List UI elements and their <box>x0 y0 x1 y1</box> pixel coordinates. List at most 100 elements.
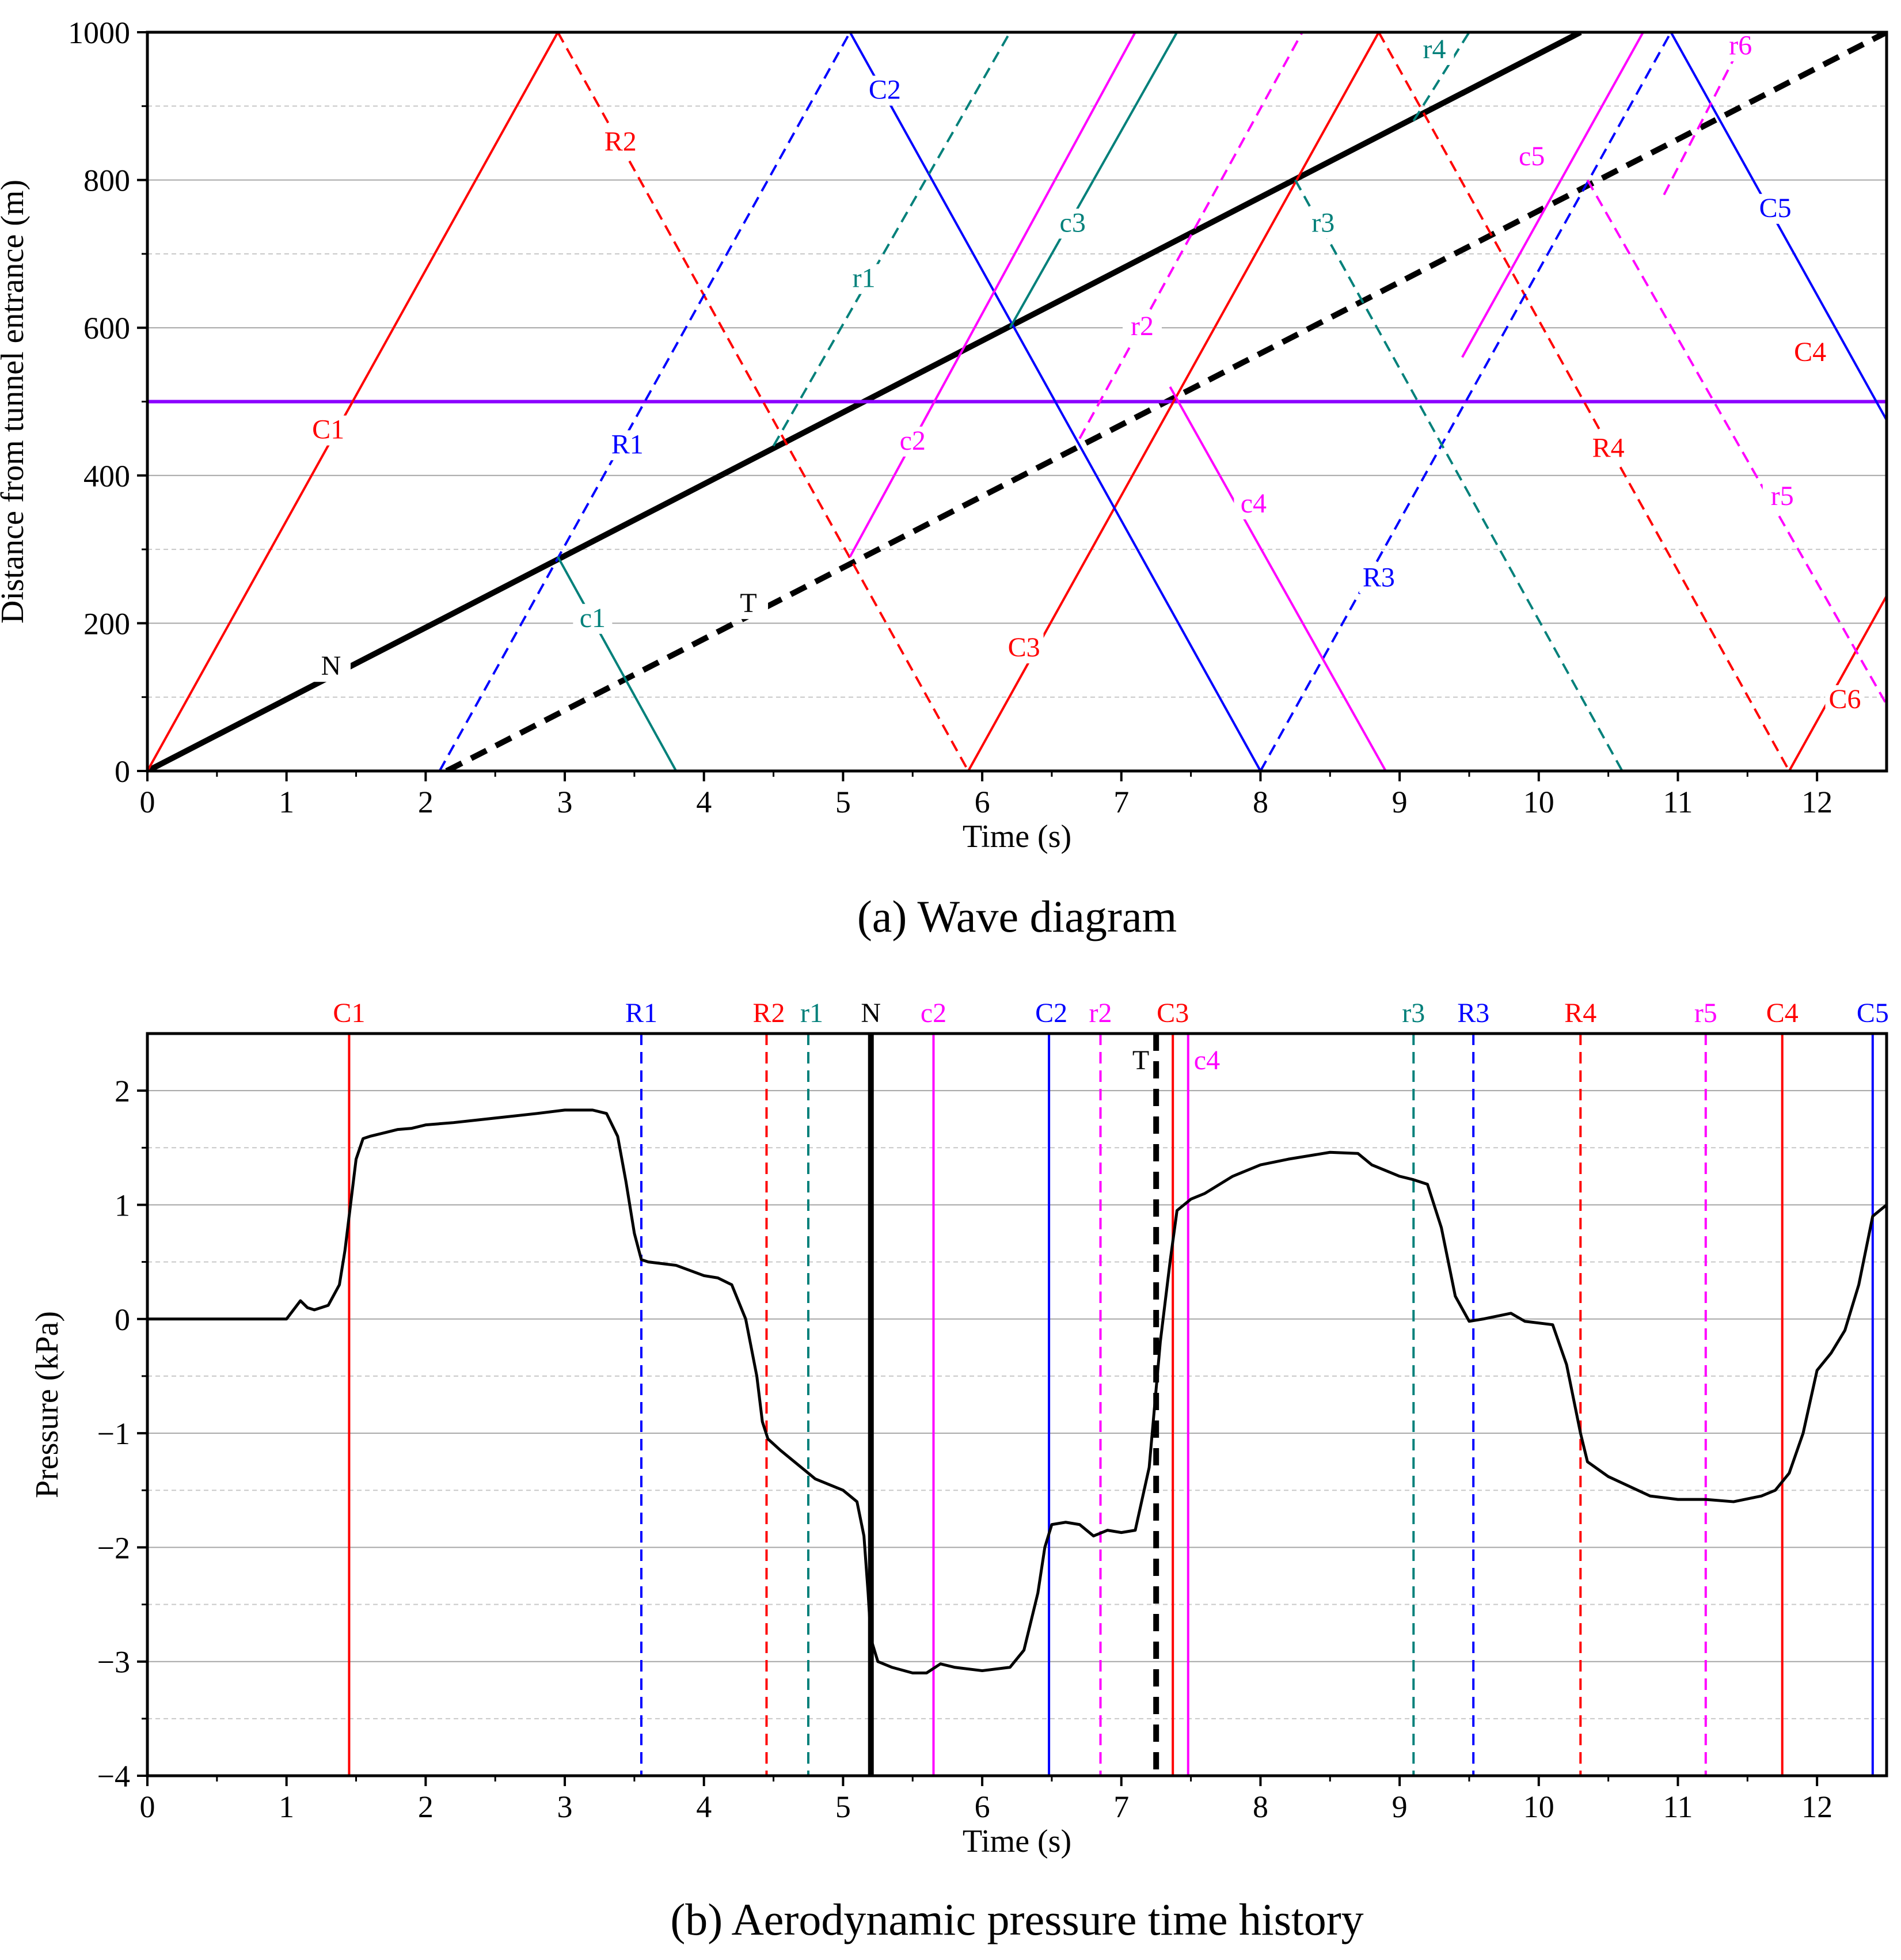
wave-line-r2 <box>1078 32 1303 439</box>
x-tick-label: 1 <box>279 1790 294 1824</box>
wave-label-background <box>893 426 933 457</box>
y-tick-label: 1000 <box>68 16 130 50</box>
x-tick-label: 2 <box>418 785 434 819</box>
wave-line-c6 <box>1788 595 1887 771</box>
wave-label-c6: C6 <box>1828 684 1861 715</box>
wave-label-r2: R2 <box>604 126 637 157</box>
wave-line-c3 <box>1009 32 1178 329</box>
x-tick-label: 2 <box>418 1790 434 1824</box>
figure-caption: (b) Aerodynamic pressure time history <box>670 1894 1363 1944</box>
wave-line-r3 <box>1294 179 1624 771</box>
x-tick-label: 4 <box>696 785 712 819</box>
marker-label-r4: R4 <box>1564 998 1596 1028</box>
wave-label-background <box>729 589 769 620</box>
wave-diagram-chart: C1 R2 C3 R4 C4 C6 R1 C2 R3 C5 c1 r1 c3 r3 r4 c2 r2 c4 c5 r5… <box>0 16 1888 941</box>
wave-label-c5: c5 <box>1519 141 1545 172</box>
wave-label-background <box>1790 337 1830 368</box>
x-tick-label: 4 <box>696 1790 712 1824</box>
x-tick-label: 10 <box>1523 1790 1554 1824</box>
marker-label-n: N <box>861 998 881 1028</box>
wave-label-background <box>600 127 640 158</box>
wave-label-r5: r5 <box>1771 481 1794 511</box>
wave-label-c3: c3 <box>1060 207 1086 238</box>
wave-label-background <box>1825 685 1865 715</box>
wave-line-r4 <box>1378 32 1790 771</box>
x-tick-label: 3 <box>557 785 573 819</box>
x-tick-label: 6 <box>975 1790 990 1824</box>
wave-label-background <box>309 415 348 446</box>
wave-label-background <box>1721 31 1761 62</box>
pressure-curve <box>147 1108 1888 1675</box>
wave-label-background <box>1588 434 1628 464</box>
wave-label-c3: C3 <box>1008 632 1040 663</box>
wave-line-c4 <box>1169 386 1387 771</box>
marker-label-c5: C5 <box>1857 998 1889 1028</box>
wave-line-c1 <box>147 32 559 771</box>
wave-label-background <box>1359 563 1398 594</box>
marker-label-c4: C4 <box>1766 998 1799 1028</box>
wave-line-c2 <box>849 32 1136 557</box>
figure-caption: (a) Wave diagram <box>857 891 1177 941</box>
wave-label-background <box>311 652 351 682</box>
y-axis-title: Distance from tunnel entrance (m) <box>0 180 31 624</box>
wave-label-c5: C5 <box>1759 193 1792 223</box>
wave-label-r1: R1 <box>611 429 644 459</box>
wave-label-c4: C4 <box>1794 337 1826 367</box>
wave-label-c4: c4 <box>1241 488 1267 519</box>
x-tick-label: 10 <box>1523 785 1554 819</box>
wave-line-r2 <box>557 32 969 771</box>
y-tick-label: 800 <box>83 164 130 198</box>
y-tick-label: 1 <box>115 1188 130 1222</box>
wave-label-c2: c2 <box>900 426 926 456</box>
wave-label-c2: C2 <box>869 74 901 105</box>
wave-label-background <box>1303 208 1343 239</box>
wave-line-c2 <box>849 32 1262 771</box>
y-tick-label: −2 <box>97 1530 130 1565</box>
x-tick-label: 7 <box>1113 1790 1129 1824</box>
x-axis-title: Time (s) <box>963 819 1071 854</box>
wave-label-background <box>1762 482 1802 512</box>
wave-label-background <box>865 75 904 106</box>
marker-label-r1: R1 <box>625 998 657 1028</box>
wave-label-t: T <box>740 588 756 618</box>
gridlines <box>147 105 1887 698</box>
x-tick-label: 11 <box>1663 785 1693 819</box>
wave-label-background <box>1755 193 1795 224</box>
marker-label-r3: R3 <box>1457 998 1489 1028</box>
wave-label-r4: R4 <box>1592 433 1625 464</box>
wave-label-background <box>1234 489 1273 519</box>
wave-label-r2: r2 <box>1131 311 1154 341</box>
wave-label-c1: c1 <box>580 603 606 633</box>
x-tick-label: 8 <box>1253 785 1268 819</box>
x-axis-title: Time (s) <box>963 1824 1071 1859</box>
marker-label-c1: C1 <box>333 998 365 1028</box>
x-tick-label: 0 <box>140 1790 155 1824</box>
marker-label-r2: R2 <box>752 998 785 1028</box>
x-tick-label: 1 <box>279 785 294 819</box>
y-tick-label: 0 <box>115 1302 130 1337</box>
plot-frame <box>146 1032 1888 1777</box>
wave-labels: C1 R2 C3 R4 C4 C6 R1 C2 R3 C5 c1 r1 c3 r3 r4 c2 r2 c4 c5 r5… <box>309 30 1865 715</box>
marker-label-c2: C2 <box>1035 998 1067 1028</box>
x-tick-label: 5 <box>835 1790 851 1824</box>
y-tick-label: −3 <box>97 1645 130 1680</box>
x-tick-label: 12 <box>1801 1790 1832 1824</box>
marker-label-c3: C3 <box>1157 998 1189 1028</box>
x-tick-label: 9 <box>1392 1790 1408 1824</box>
wave-line-r1 <box>438 32 851 771</box>
wave-label-background <box>1123 312 1162 343</box>
wave-line-r3 <box>1259 32 1672 771</box>
x-tick-label: 7 <box>1113 785 1129 819</box>
wave-line-r1 <box>772 32 1012 447</box>
x-tick-label: 0 <box>140 785 155 819</box>
marker-label-r3: r3 <box>1402 998 1425 1028</box>
wave-label-background <box>844 264 884 294</box>
wave-label-n: N <box>321 651 341 681</box>
wave-label-c1: C1 <box>312 415 344 445</box>
x-tick-label: 11 <box>1663 1790 1693 1824</box>
wave-label-r4: r4 <box>1423 34 1446 64</box>
